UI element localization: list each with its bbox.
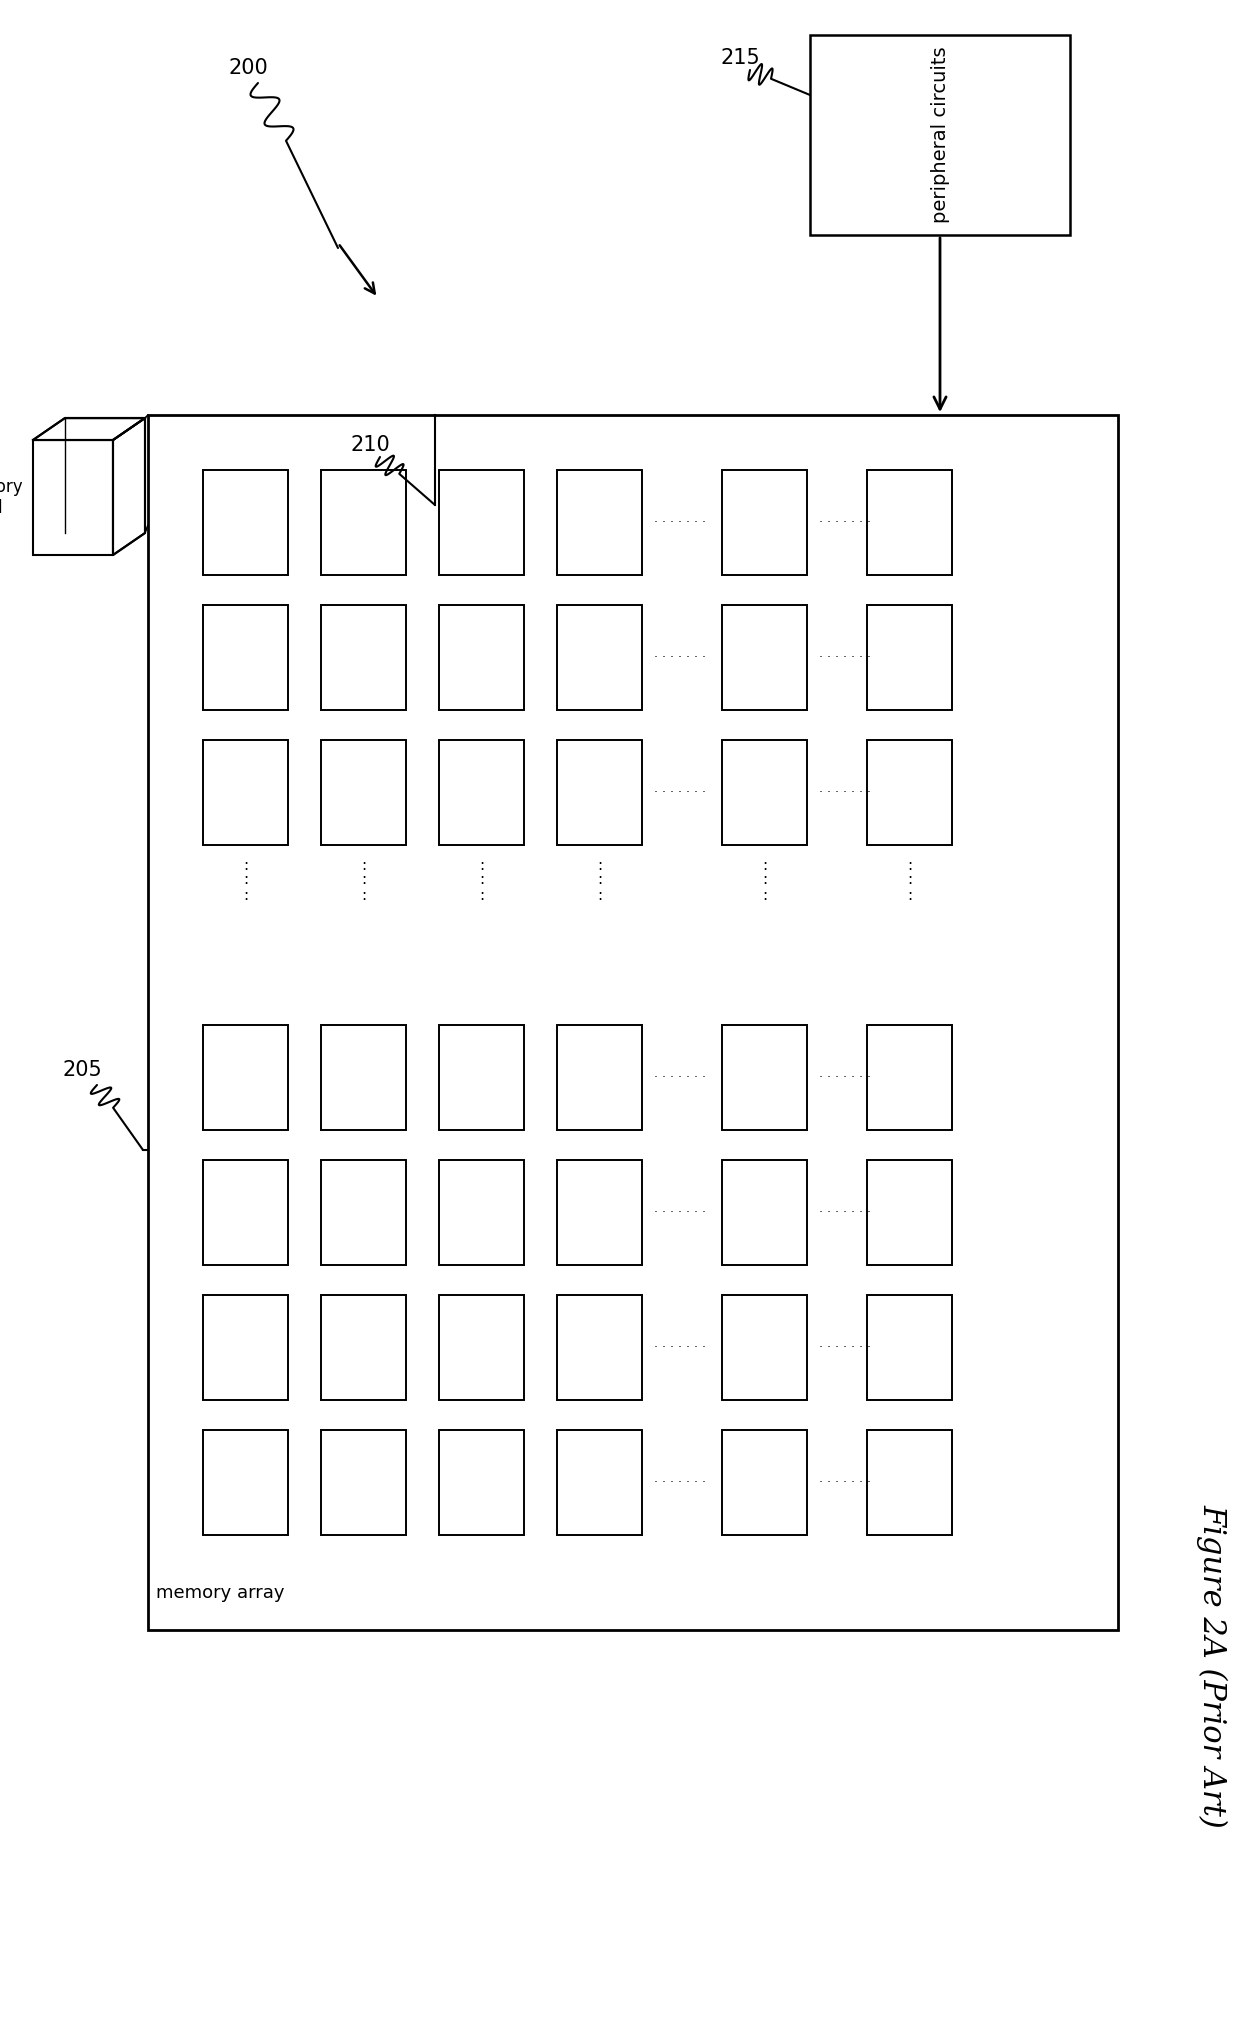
Bar	[722, 1024, 807, 1130]
Bar	[439, 1160, 525, 1266]
Bar	[439, 469, 525, 575]
Bar	[867, 469, 952, 575]
Bar	[722, 469, 807, 575]
Bar	[203, 469, 288, 575]
Text: · · · · · · ·: · · · · · · ·	[818, 786, 870, 799]
Bar	[867, 1160, 952, 1266]
Bar	[321, 1294, 405, 1400]
Text: · · · · · · ·: · · · · · · ·	[653, 516, 706, 528]
Polygon shape	[33, 419, 145, 441]
Bar	[148, 415, 1118, 1630]
Text: · · · · · · ·: · · · · · · ·	[818, 1207, 870, 1219]
Bar	[439, 1431, 525, 1534]
Bar	[203, 740, 288, 845]
Bar	[439, 1294, 525, 1400]
Bar	[557, 1024, 642, 1130]
Bar	[203, 1294, 288, 1400]
Text: 210: 210	[350, 435, 389, 455]
Text: :
:
:: : : :	[479, 858, 484, 902]
Bar	[203, 606, 288, 709]
Bar	[722, 1294, 807, 1400]
Text: · · · · · · ·: · · · · · · ·	[653, 1071, 706, 1083]
Text: 215: 215	[720, 49, 760, 67]
Bar	[557, 1160, 642, 1266]
Bar	[439, 606, 525, 709]
Text: · · · · · · ·: · · · · · · ·	[653, 650, 706, 664]
Text: memory array: memory array	[156, 1585, 284, 1601]
Bar	[321, 1160, 405, 1266]
Bar	[722, 606, 807, 709]
Bar	[810, 35, 1070, 236]
Bar	[867, 1431, 952, 1534]
Bar	[722, 1431, 807, 1534]
Bar	[557, 606, 642, 709]
Bar	[557, 469, 642, 575]
Text: · · · · · · ·: · · · · · · ·	[653, 786, 706, 799]
Bar	[439, 1024, 525, 1130]
Bar	[867, 606, 952, 709]
Bar	[867, 1024, 952, 1130]
Text: · · · · · · ·: · · · · · · ·	[653, 1341, 706, 1353]
Bar	[321, 740, 405, 845]
Text: memory
cell: memory cell	[0, 478, 24, 516]
Bar	[203, 1024, 288, 1130]
Text: :
:
:: : : :	[906, 858, 913, 902]
Bar	[867, 740, 952, 845]
Bar	[722, 740, 807, 845]
Bar	[321, 469, 405, 575]
Text: :
:
:: : : :	[596, 858, 603, 902]
Text: · · · · · · ·: · · · · · · ·	[818, 650, 870, 664]
Text: · · · · · · ·: · · · · · · ·	[653, 1475, 706, 1489]
Text: · · · · · · ·: · · · · · · ·	[818, 1341, 870, 1353]
Bar	[557, 1431, 642, 1534]
Bar	[557, 1294, 642, 1400]
Bar	[203, 1431, 288, 1534]
Text: :
:
:: : : :	[361, 858, 366, 902]
Text: Figure 2A (Prior Art): Figure 2A (Prior Art)	[1197, 1504, 1228, 1829]
Text: · · · · · · ·: · · · · · · ·	[818, 516, 870, 528]
Text: 205: 205	[62, 1061, 102, 1079]
Text: · · · · · · ·: · · · · · · ·	[818, 1071, 870, 1083]
Bar	[557, 740, 642, 845]
Text: peripheral circuits: peripheral circuits	[930, 47, 950, 224]
Polygon shape	[113, 419, 145, 555]
Bar	[439, 740, 525, 845]
Bar	[321, 1024, 405, 1130]
Text: · · · · · · ·: · · · · · · ·	[653, 1207, 706, 1219]
Text: :
:
:: : : :	[761, 858, 768, 902]
Bar	[722, 1160, 807, 1266]
Bar	[321, 606, 405, 709]
Bar	[321, 1431, 405, 1534]
Bar	[203, 1160, 288, 1266]
Bar	[867, 1294, 952, 1400]
Bar	[33, 441, 113, 555]
Text: · · · · · · ·: · · · · · · ·	[818, 1475, 870, 1489]
Text: :
:
:: : : :	[243, 858, 248, 902]
Text: 200: 200	[228, 59, 268, 77]
